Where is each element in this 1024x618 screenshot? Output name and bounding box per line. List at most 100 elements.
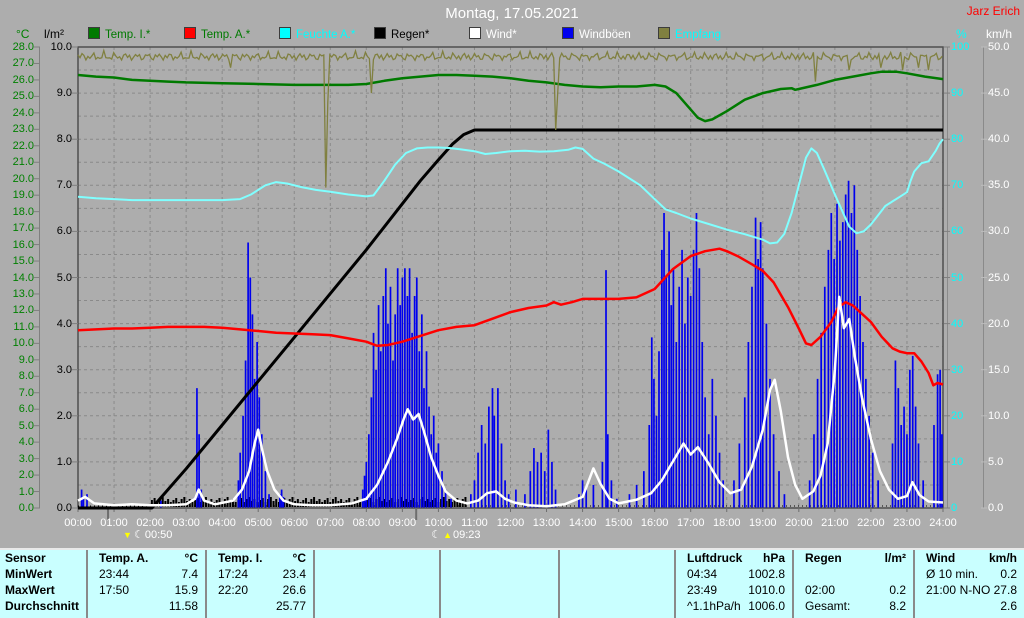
arrow-up-icon: ▲ [443,529,452,540]
legend-item-empfang[interactable]: Empfang [658,27,721,41]
legend-item-windben[interactable]: Windböen [562,27,631,41]
legend-label: Temp. A.* [201,29,251,41]
table-cell-left: 04:34 [687,567,718,581]
table-column-empty [441,550,560,618]
table-cell-left: 21:00 [926,583,957,597]
time-label: 04:00 [208,517,236,529]
legend-item-tempa[interactable]: Temp. A.* [184,27,250,41]
axis-tick-label: 6.0 [56,225,72,238]
table-column-wind: Wind km/h Ø 10 min. 0.2 21:00 N-NO 27.8 2.6 [915,550,1024,618]
axis-tick-label: 24.0 [12,106,34,119]
axis-tick-label: 90 [951,87,964,100]
marker-time: 00:50 [144,528,173,541]
table-row-label: MaxWert [5,583,55,597]
legend-swatch [658,27,670,39]
table-row [560,566,674,582]
table-row [315,582,439,598]
legend-label: Feuchte A.* [296,29,356,41]
axis-tick-label: 18.0 [12,205,34,218]
table-cell-left: 17:50 [99,583,130,597]
table-row [441,566,558,582]
table-row: 11.58 [88,598,205,614]
axis-tick-label: 20 [951,409,964,422]
time-label: 09:00 [388,517,417,529]
axis-tick-label: 10 [951,455,964,468]
axis-tick-label: 0.0 [18,502,34,514]
axis-tick-label: 7.0 [56,179,72,192]
legend-item-wind[interactable]: Wind* [469,27,517,41]
legend-item-regen[interactable]: Regen* [374,27,429,41]
axis-tick-label: 19.0 [12,189,34,202]
table-row: Gesamt: 8.2 [794,598,913,614]
time-label: 19:00 [749,517,777,529]
axis-tick-label: 5.0 [56,271,72,284]
table-row: 23:44 7.4 [88,566,205,582]
axis-tick-label: 3.0 [56,363,72,376]
time-label: 23:00 [893,517,921,529]
table-cell-right: °C [292,551,306,565]
table-column-empty [315,550,441,618]
time-label: 08:00 [352,517,381,529]
axis-tick-label: 13.0 [12,287,34,300]
legend-swatch [562,27,574,39]
table-row: 22:20 26.6 [207,582,313,598]
axis-tick-label: 30 [951,363,964,376]
table-cell-left: Luftdruck [687,551,743,565]
axis-tick-label: 5.0 [988,455,1004,468]
table-row [441,582,558,598]
table-cell-left: Temp. I. [218,551,263,565]
time-label: 00:00 [64,517,92,529]
time-label: 06:00 [280,517,309,529]
axis-tick-label: 8.0 [56,133,72,146]
table-row: 02:00 0.2 [794,582,913,598]
axis-tick-label: 100 [951,41,970,53]
axis-tick-label: 25.0 [12,90,34,103]
axis-tick-label: 9.0 [56,87,72,100]
axis-tick-label: 12.0 [12,304,34,317]
legend-swatch [279,27,291,39]
time-label: 03:00 [172,517,200,529]
legend-label: Empfang [675,29,722,41]
table-row [560,550,674,566]
legend-item-feuchtea[interactable]: Feuchte A.* [279,27,355,41]
axis-tick-label: 26.0 [12,73,34,86]
axis-tick-label: 1.0 [56,455,72,468]
table-row: Temp. I. °C [207,550,313,566]
table-column-regen: Regen l/m² 02:00 0.2 Gesamt: 8.2 [794,550,915,618]
moon-icon: ☾ [431,529,442,541]
time-label: 16:00 [640,517,669,529]
axis-tick-label: 7.0 [18,386,34,399]
axis-tick-label: 40.0 [988,133,1010,146]
legend-item-tempi[interactable]: Temp. I.* [88,27,150,41]
table-row: 2.6 [915,598,1024,614]
time-label: 15:00 [604,517,633,529]
table-column-tempi: Temp. I. °C 17:24 23.4 22:20 26.6 25.77 [207,550,315,618]
axis-tick-label: 15.0 [988,363,1010,376]
table-column-tempa: Temp. A. °C 23:44 7.4 17:50 15.9 11.58 [88,550,207,618]
axis-tick-label: 5.0 [18,419,34,432]
axis-tick-label: 10.0 [12,337,34,350]
time-label: 12:00 [496,517,525,529]
time-label: 02:00 [136,517,164,529]
table-cell-left: Gesamt: [805,599,851,613]
table-cell-right: hPa [762,551,785,565]
table-cell-right: 1006.0 [748,599,785,613]
table-cell-right: km/h [988,551,1017,565]
page-title: Montag, 17.05.2021 [445,5,579,22]
time-label: 10:00 [424,517,453,529]
axis-tick-label: 50.0 [988,41,1010,53]
axis-tick-label: 40 [951,317,964,330]
legend-label: Temp. I.* [105,29,151,41]
unit-label-kmh: km/h [986,27,1013,41]
table-row: 17:50 15.9 [88,582,205,598]
legend-swatch [374,27,386,39]
legend-label: Regen* [391,29,430,41]
table-row: Temp. A. °C [88,550,205,566]
axis-tick-label: 27.0 [12,57,34,70]
time-label: 05:00 [244,517,272,529]
axis-tick-label: 25.0 [988,271,1010,284]
table-row [315,598,439,614]
table-cell-right: 1010.0 [748,583,785,597]
axis-tick-label: 15.0 [12,255,34,268]
axis-tick-label: 2.0 [56,409,72,422]
